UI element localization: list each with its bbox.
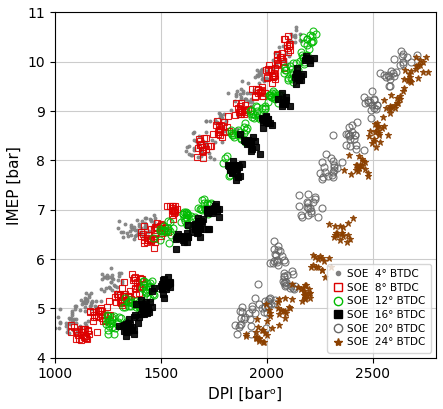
Y-axis label: IMEP [bar]: IMEP [bar] <box>7 146 22 225</box>
Legend: SOE  4° BTDC, SOE  8° BTDC, SOE  12° BTDC, SOE  16° BTDC, SOE  20° BTDC, SOE  24: SOE 4° BTDC, SOE 8° BTDC, SOE 12° BTDC, … <box>327 264 431 353</box>
X-axis label: DPI [barᵒ]: DPI [barᵒ] <box>209 387 283 402</box>
